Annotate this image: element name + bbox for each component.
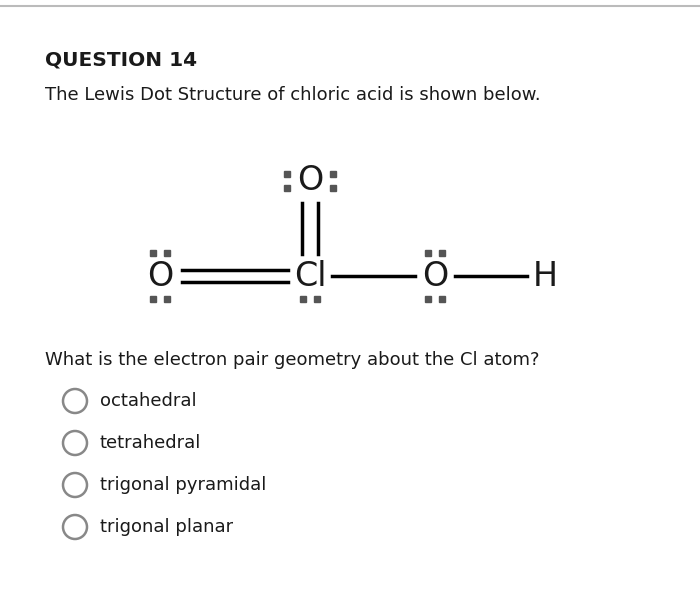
- Text: Cl: Cl: [294, 259, 326, 293]
- Text: What is the electron pair geometry about the Cl atom?: What is the electron pair geometry about…: [45, 351, 540, 369]
- Text: O: O: [297, 164, 323, 198]
- Text: octahedral: octahedral: [100, 392, 197, 410]
- Text: trigonal pyramidal: trigonal pyramidal: [100, 476, 267, 494]
- Text: trigonal planar: trigonal planar: [100, 518, 233, 536]
- Text: tetrahedral: tetrahedral: [100, 434, 202, 452]
- Text: The Lewis Dot Structure of chloric acid is shown below.: The Lewis Dot Structure of chloric acid …: [45, 86, 540, 104]
- Text: O: O: [147, 259, 173, 293]
- Text: H: H: [533, 259, 557, 293]
- Text: O: O: [422, 259, 448, 293]
- Text: QUESTION 14: QUESTION 14: [45, 51, 197, 70]
